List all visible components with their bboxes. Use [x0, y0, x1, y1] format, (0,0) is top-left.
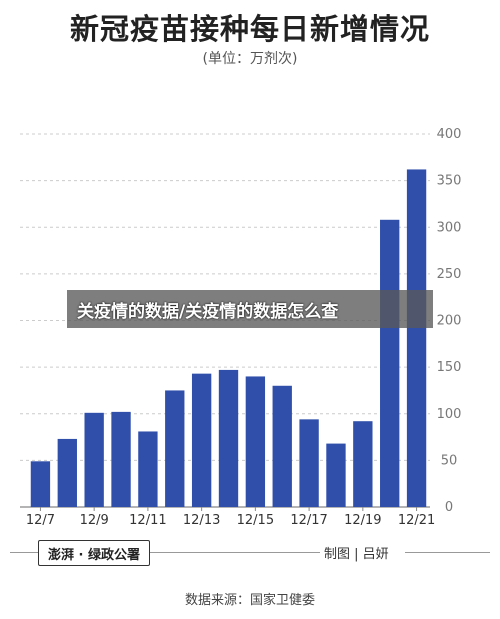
y-tick-label: 300	[437, 220, 462, 235]
bar-chart: 0 50 100 150 200 250 300 350 400 12/7 12/9 12/11 12/…	[20, 127, 462, 528]
footer-divider-left	[10, 552, 38, 553]
x-tick-label: 12/21	[398, 513, 435, 528]
bar-12-17	[299, 419, 319, 507]
bar-12-14	[218, 369, 239, 507]
bar-12-13	[191, 373, 212, 507]
bar-12-21	[406, 169, 427, 507]
y-tick-label: 400	[437, 127, 462, 142]
bar-12-12	[165, 390, 185, 507]
bar-12-7	[30, 461, 51, 507]
x-tick-label: 12/17	[290, 513, 327, 528]
bar-12-16	[272, 385, 292, 507]
y-tick-label: 150	[437, 360, 462, 375]
bar-12-20	[380, 219, 400, 508]
y-tick-label: 0	[445, 500, 453, 515]
footer-divider-right	[405, 552, 490, 553]
bar-12-15	[245, 376, 266, 507]
chart-credit: 制图 | 吕妍	[320, 543, 393, 562]
bar-12-11	[138, 431, 158, 507]
data-source: 数据来源：国家卫健委	[184, 593, 315, 608]
bar-12-10	[111, 411, 131, 507]
x-tick-label: 12/9	[80, 513, 109, 528]
footer-divider-middle	[148, 552, 320, 553]
y-tick-label: 50	[441, 453, 458, 468]
bar-12-18	[326, 443, 346, 507]
x-tick-label: 12/11	[129, 513, 166, 528]
y-tick-label: 200	[437, 314, 462, 329]
chart-title: 新冠疫苗接种每日新增情况	[69, 12, 430, 46]
x-tick-label: 12/19	[344, 513, 381, 528]
bar-12-8	[57, 438, 77, 507]
y-tick-label: 100	[437, 407, 462, 422]
overlay-banner: 关疫情的数据/关疫情的数据怎么查	[67, 290, 433, 328]
x-tick-label: 12/13	[183, 513, 220, 528]
y-tick-label: 350	[437, 174, 462, 189]
bar-12-9	[84, 412, 104, 507]
y-tick-label: 250	[437, 267, 462, 282]
x-tick-label: 12/15	[237, 513, 274, 528]
chart-subtitle: (单位：万剂次)	[202, 51, 298, 67]
x-tick-label: 12/7	[26, 513, 55, 528]
overlay-banner-text: 关疫情的数据/关疫情的数据怎么查	[77, 301, 339, 322]
bar-12-19	[353, 421, 373, 507]
publisher-logo: 澎湃 · 绿政公署	[38, 540, 150, 566]
